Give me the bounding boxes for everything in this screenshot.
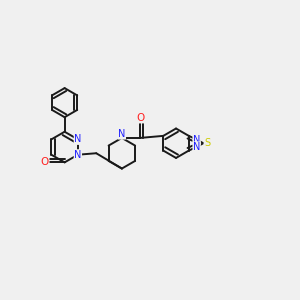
Text: N: N	[118, 129, 125, 139]
Text: N: N	[74, 134, 82, 144]
Text: N: N	[193, 142, 200, 152]
Text: S: S	[204, 138, 210, 148]
Text: N: N	[74, 150, 82, 160]
Text: N: N	[193, 134, 200, 145]
Text: O: O	[41, 158, 49, 167]
Text: O: O	[136, 113, 144, 123]
